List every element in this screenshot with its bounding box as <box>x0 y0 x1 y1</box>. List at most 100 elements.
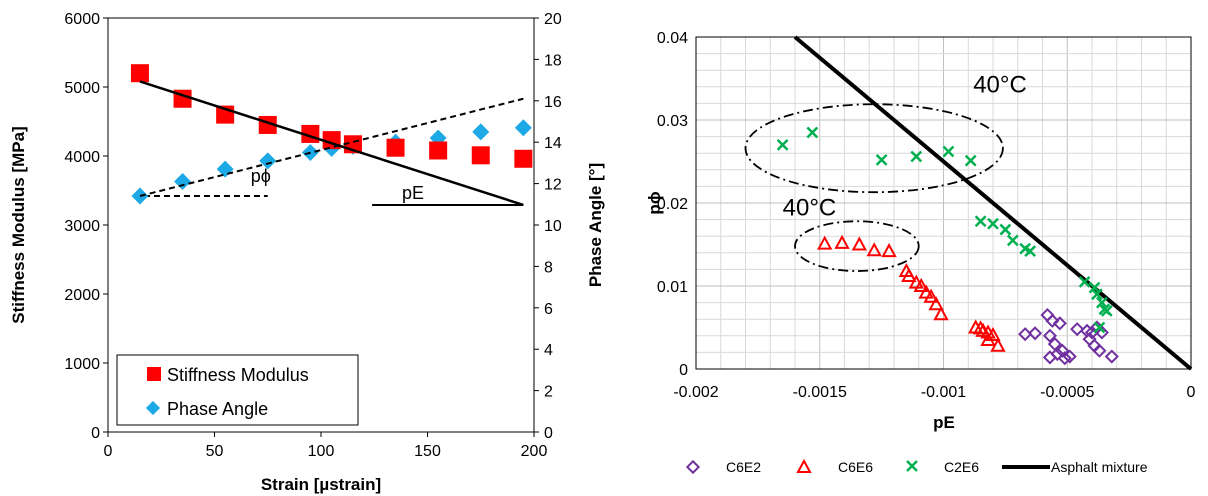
x-axis-ticks: 0 50 100 150 200 <box>104 432 547 460</box>
c6e2-point <box>1104 349 1119 364</box>
c6e6-point <box>913 277 929 292</box>
c6e6-point <box>851 236 868 251</box>
c2e6-point <box>964 154 977 167</box>
legend-label-c6e2: C6E2 <box>726 459 761 475</box>
c6e2-point <box>1052 316 1067 331</box>
legend-label-c6e6: C6E6 <box>838 459 873 475</box>
x-tick-label: -0.0005 <box>1040 384 1094 401</box>
c6e2-point <box>1094 325 1109 340</box>
legend-left: Stiffness Modulus Phase Angle <box>116 354 359 426</box>
x-tick-label: -0.0015 <box>793 384 847 401</box>
legend-label-phase: Phase Angle <box>167 399 268 419</box>
y-tick-label: 0.01 <box>657 279 688 296</box>
phase-angle-point <box>514 119 532 137</box>
legend-label-stiffness: Stiffness Modulus <box>167 365 309 385</box>
c6e2-point <box>1018 327 1033 342</box>
legend-swatch-phase <box>145 400 161 416</box>
x-tick-label: 150 <box>414 443 441 460</box>
y2-tick-label: 16 <box>544 94 562 111</box>
c2e6-point <box>987 217 999 230</box>
c2e6-point <box>1078 275 1091 288</box>
y-tick-label: 6000 <box>64 11 100 28</box>
asphalt-mixture-line <box>793 35 1193 371</box>
annotation-label: pϕ <box>251 166 271 186</box>
y2-tick-label: 18 <box>544 52 562 69</box>
c6e6-point <box>866 242 882 257</box>
c6e6-point <box>881 243 897 258</box>
y-tick-label: 4000 <box>64 149 100 166</box>
c6e6-point <box>980 324 996 339</box>
temperature-label: 40°C <box>783 194 837 221</box>
c6e6-point <box>985 326 1001 341</box>
c2e6-point <box>1088 281 1101 294</box>
annotation-label: pE <box>402 183 424 203</box>
c6e2-point <box>1062 349 1077 364</box>
y2-axis-title: Phase Angle [°] <box>586 163 605 287</box>
temperature-label: 40°C <box>973 72 1027 99</box>
x-axis-ticks: -0.002 -0.0015 -0.001 -0.0005 0 <box>673 384 1195 401</box>
legend-label-c2e6: C2E6 <box>944 459 979 475</box>
legend-right: C6E2 C6E6 C2E6 Asphalt mixture <box>685 458 1148 475</box>
y-tick-label: 0 <box>679 362 688 379</box>
c6e6-point <box>817 235 833 250</box>
c6e6-point <box>923 288 939 303</box>
y2-tick-label: 0 <box>544 425 553 442</box>
y-tick-label: 2000 <box>64 287 100 304</box>
c2e6-point <box>942 145 955 158</box>
chart-marks: 40°C 40°C <box>744 35 1193 371</box>
phase-angle-point <box>259 152 277 170</box>
phase-trend-line <box>139 97 524 197</box>
c2e6-point <box>1091 288 1103 301</box>
legend-marker-c2e6 <box>906 460 918 472</box>
y-axis-title: pϕ <box>645 191 664 214</box>
legend-label-asphalt: Asphalt mixture <box>1051 459 1148 475</box>
y2-tick-label: 12 <box>544 177 562 194</box>
x-tick-label: 0 <box>104 443 113 460</box>
c2e6-point <box>1024 245 1037 258</box>
c2e6-point <box>999 223 1012 236</box>
y-tick-label: 0.04 <box>657 30 688 47</box>
phase-angle-point <box>472 123 490 141</box>
c6e6-point <box>918 284 934 299</box>
y-tick-label: 0.03 <box>657 113 688 130</box>
y-tick-label: 3000 <box>64 218 100 235</box>
c2e6-point <box>806 126 819 139</box>
c2e6-point <box>910 150 923 163</box>
y2-tick-label: 8 <box>544 259 553 276</box>
stiffness-point <box>386 138 405 157</box>
y2-tick-label: 14 <box>544 135 562 152</box>
c6e6-point <box>933 306 949 321</box>
y-tick-label: 5000 <box>64 80 100 97</box>
legend-box <box>116 354 359 426</box>
legend-swatch-stiffness <box>147 367 161 381</box>
y2-tick-label: 2 <box>544 384 553 401</box>
legend-marker-c6e6 <box>796 458 812 473</box>
stiffness-point <box>514 149 533 168</box>
grouping-ellipse <box>794 220 920 272</box>
c6e6-point <box>901 267 917 283</box>
c6e2-point <box>1047 337 1062 352</box>
c2e6-point <box>974 215 987 228</box>
legend-marker-c6e2 <box>685 459 701 475</box>
y-tick-label: 0.02 <box>657 196 688 213</box>
phase-angle-point <box>174 173 192 191</box>
pe-pphi-chart: -0.002 -0.0015 -0.001 -0.0005 0 0 0.01 0.02 0.0… <box>645 30 1196 475</box>
x-tick-label: -0.002 <box>673 384 718 401</box>
y-tick-label: 0 <box>91 425 100 442</box>
c2e6-point <box>1096 296 1108 309</box>
y-axis-ticks: 0 0.01 0.02 0.03 0.04 <box>657 30 688 379</box>
y2-tick-label: 20 <box>544 11 562 28</box>
c2e6-point <box>1093 321 1106 334</box>
c6e6-point <box>834 234 850 249</box>
stiffness-trend-line <box>139 80 524 207</box>
x-axis-title: Strain [µstrain] <box>261 475 381 494</box>
x-tick-label: -0.001 <box>921 384 966 401</box>
c6e2-point <box>1042 350 1057 365</box>
gridlines <box>696 37 1191 369</box>
y2-axis-ticks: 0 2 4 6 8 10 12 14 16 18 20 <box>534 11 562 442</box>
y2-tick-label: 4 <box>544 342 553 359</box>
y-axis-ticks: 0 1000 2000 3000 4000 5000 6000 <box>64 11 108 442</box>
stiffness-point <box>429 141 448 160</box>
